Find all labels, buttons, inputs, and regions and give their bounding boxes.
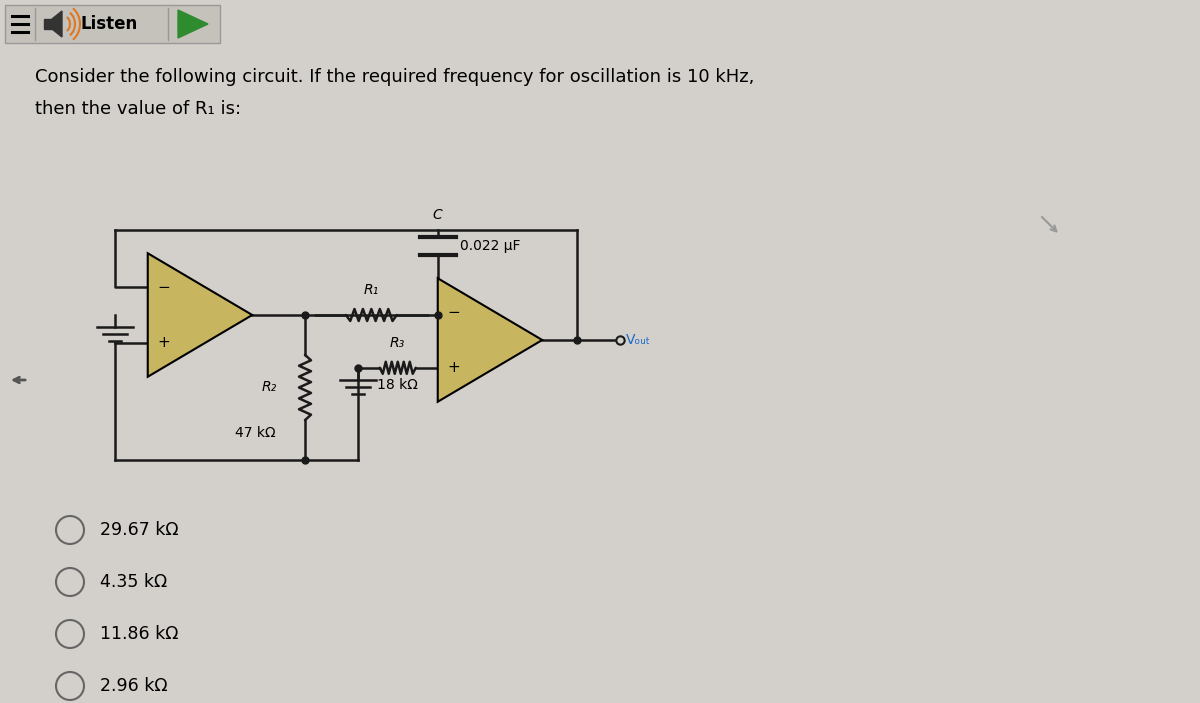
Text: Listen: Listen [80, 15, 137, 33]
Text: R₁: R₁ [364, 283, 379, 297]
Text: Consider the following circuit. If the required frequency for oscillation is 10 : Consider the following circuit. If the r… [35, 68, 755, 86]
Text: Vₒᵤₜ: Vₒᵤₜ [626, 333, 650, 347]
Text: −: − [448, 304, 461, 320]
Polygon shape [44, 19, 52, 29]
Text: R₃: R₃ [390, 336, 406, 350]
Text: 2.96 kΩ: 2.96 kΩ [100, 677, 168, 695]
Polygon shape [148, 253, 252, 377]
Text: C: C [433, 208, 443, 222]
Polygon shape [178, 10, 208, 38]
Text: 4.35 kΩ: 4.35 kΩ [100, 573, 167, 591]
Text: 29.67 kΩ: 29.67 kΩ [100, 521, 179, 539]
Text: 0.022 μF: 0.022 μF [460, 239, 521, 253]
Text: 47 kΩ: 47 kΩ [235, 426, 276, 440]
Text: then the value of R₁ is:: then the value of R₁ is: [35, 100, 241, 118]
Text: 11.86 kΩ: 11.86 kΩ [100, 625, 179, 643]
FancyBboxPatch shape [5, 5, 220, 43]
Text: R₂: R₂ [262, 380, 277, 394]
Text: 18 kΩ: 18 kΩ [377, 378, 418, 392]
Polygon shape [52, 11, 62, 37]
Text: −: − [157, 280, 170, 295]
Text: +: + [157, 335, 170, 350]
Polygon shape [438, 278, 542, 401]
Text: +: + [448, 360, 461, 375]
